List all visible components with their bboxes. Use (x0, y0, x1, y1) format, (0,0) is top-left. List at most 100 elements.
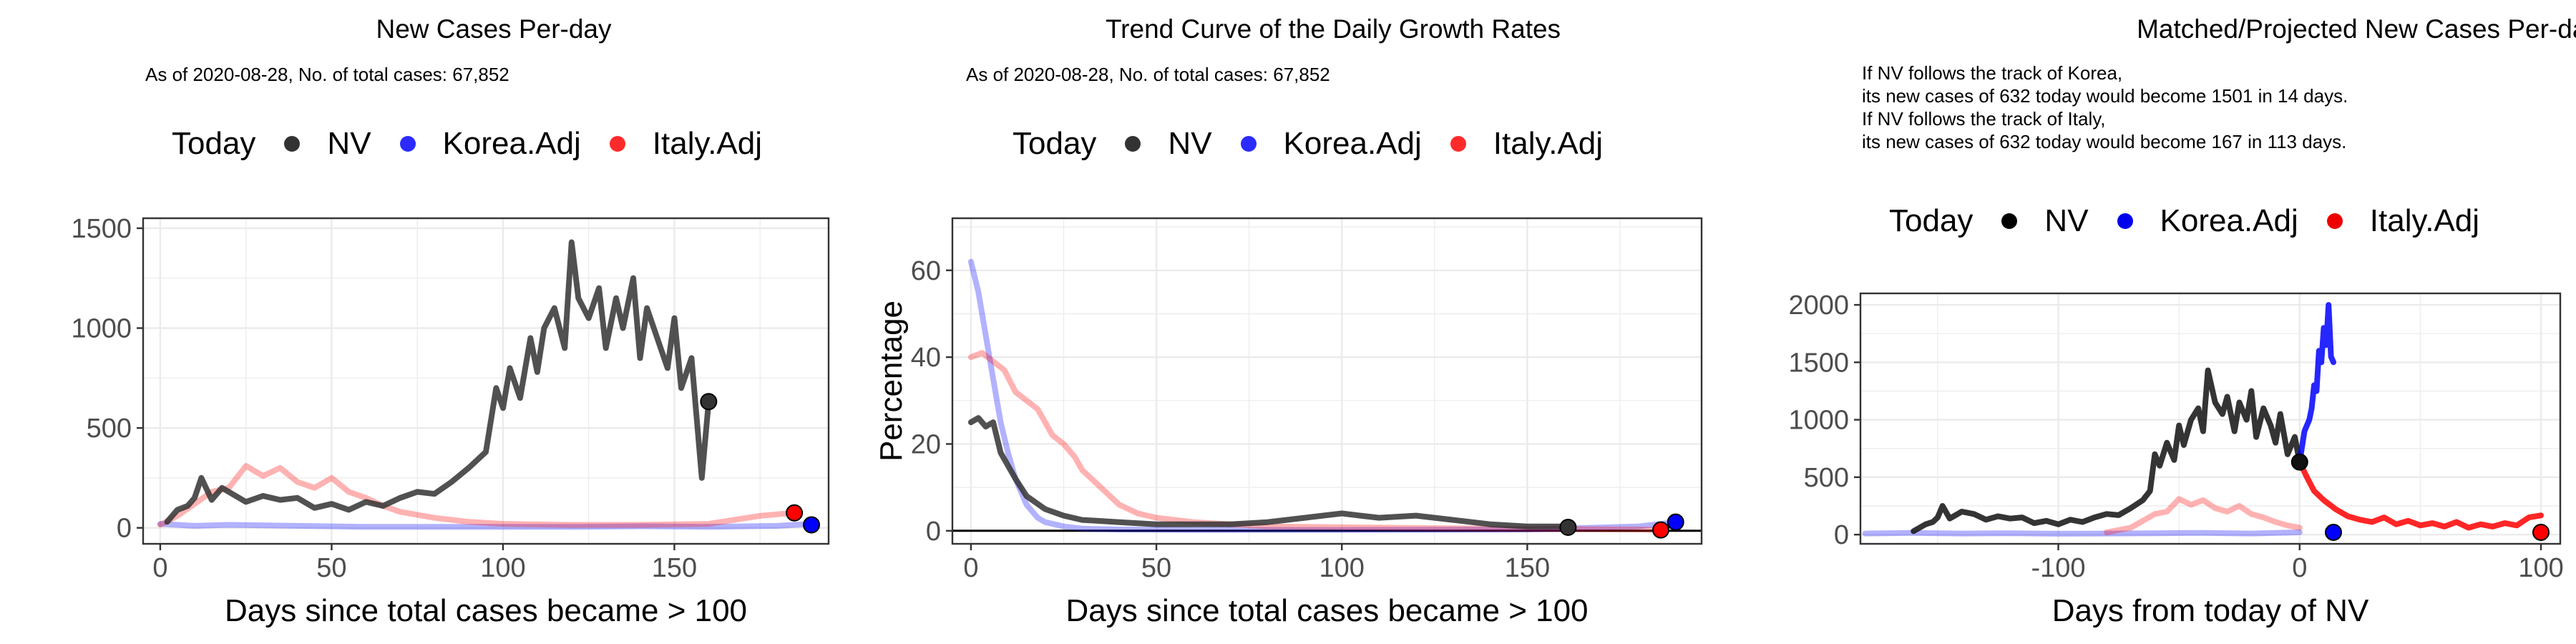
plot-border (1859, 292, 2562, 545)
legend-dot-icon (2117, 213, 2133, 229)
y-tick-label: 1500 (1788, 348, 1849, 378)
y-tick: 2000 (1788, 291, 1860, 321)
legend: Today NV Korea.Adj Italy.Adj (172, 126, 791, 162)
plot-background (1860, 293, 2560, 544)
x-tick: 50 (1141, 544, 1171, 583)
legend-item-nv: NV (2001, 203, 2089, 239)
x-tick: 0 (963, 544, 978, 583)
today-point-korea-adj (803, 516, 821, 534)
y-tick: 500 (1804, 463, 1860, 493)
legend-dot-icon (1450, 136, 1466, 152)
series-line-nv (164, 239, 712, 525)
today-point-italy-adj (2532, 523, 2550, 541)
x-tick-label: 100 (1319, 553, 1365, 583)
series-line-italy-adj (2296, 459, 2544, 531)
x-tick: 150 (652, 544, 697, 583)
chart-subtitle: As of 2020-08-28, No. of total cases: 67… (966, 64, 1330, 85)
x-axis-title: Days since total cases became > 100 (1065, 593, 1588, 628)
legend-dot-icon (609, 136, 625, 152)
chart-title: Matched/Projected New Cases Per-day (2137, 14, 2576, 44)
today-point-korea-adj (2324, 523, 2342, 541)
chart-title: Trend Curve of the Daily Growth Rates (1105, 14, 1561, 44)
legend-item-italy: Italy.Adj (609, 126, 763, 162)
today-point-nv (1559, 518, 1577, 536)
legend-item-korea: Korea.Adj (1240, 126, 1422, 162)
today-point-nv (2290, 453, 2308, 471)
legend-label: Italy.Adj (1493, 126, 1604, 161)
y-tick-label: 0 (117, 514, 132, 544)
legend-item-nv: NV (284, 126, 371, 162)
series-line-korea-adj (157, 521, 814, 530)
today-point-italy-adj (1652, 521, 1669, 539)
x-tick: 50 (316, 544, 347, 583)
plot-border (142, 217, 830, 545)
x-tick: -100 (2031, 544, 2086, 583)
x-tick-label: 100 (480, 553, 525, 583)
y-tick: 60 (911, 256, 952, 286)
y-tick: 40 (911, 343, 952, 373)
y-tick-label: 1000 (71, 314, 132, 344)
y-tick: 1000 (1788, 406, 1860, 436)
plot-background (143, 218, 829, 544)
x-tick: 100 (2518, 544, 2564, 583)
y-tick-label: 60 (911, 256, 941, 286)
chart-panel-projected: Matched/Projected New Cases Per-day If N… (1717, 0, 2576, 644)
today-point-italy-adj (786, 504, 804, 522)
x-tick: 0 (2292, 544, 2307, 583)
x-tick-label: 0 (963, 553, 978, 583)
series-line-nv (967, 415, 1568, 530)
y-tick: 500 (87, 414, 143, 444)
plot-background (952, 218, 1702, 544)
y-tick: 20 (911, 429, 952, 459)
chart-svg-1: 0 50 100 150 0 20 40 60 Days since total cases b… (874, 217, 1703, 628)
x-tick-label: 0 (152, 553, 167, 583)
plot-border (951, 217, 1703, 545)
y-tick-label: 20 (911, 429, 941, 459)
y-axis-title: Percentage (874, 301, 909, 462)
y-tick: 0 (1834, 520, 1860, 550)
today-point-nv (700, 393, 718, 411)
y-tick-label: 1500 (71, 214, 132, 244)
y-tick-label: 2000 (1788, 291, 1849, 321)
legend-label: NV (1168, 126, 1212, 161)
x-tick-label: 150 (1505, 553, 1550, 583)
y-tick-label: 0 (926, 517, 941, 547)
legend-item-nv: NV (1125, 126, 1212, 162)
series-line-italy-adj (967, 350, 1660, 533)
x-tick: 0 (152, 544, 168, 583)
legend-title: Today (1013, 126, 1097, 161)
y-tick-label: 0 (1834, 520, 1849, 550)
y-tick-label: 500 (1804, 463, 1849, 493)
y-tick-label: 500 (87, 414, 132, 444)
chart-subtitle: As of 2020-08-28, No. of total cases: 67… (145, 64, 509, 85)
y-tick-label: 40 (911, 343, 941, 373)
legend-label: NV (2044, 203, 2089, 238)
legend-label: Italy.Adj (2369, 203, 2480, 238)
x-axis-title: Days since total cases became > 100 (225, 593, 747, 628)
y-tick-label: 1000 (1788, 406, 1849, 436)
x-axis-title: Days from today of NV (2052, 593, 2369, 628)
y-tick: 0 (926, 517, 952, 547)
legend-title: Today (172, 126, 256, 161)
legend-dot-icon (284, 136, 301, 152)
legend: Today NV Korea.Adj Italy.Adj (1013, 126, 1631, 162)
legend-title: Today (1889, 203, 1974, 238)
legend: Today NV Korea.Adj Italy.Adj (1889, 203, 2508, 239)
today-point-korea-adj (1667, 513, 1684, 531)
series-line-korea-adj-matched (1862, 529, 2303, 537)
series-line-korea-adj (2296, 302, 2336, 465)
x-tick: 150 (1505, 544, 1550, 583)
legend-dot-icon (1125, 136, 1141, 152)
y-tick: 0 (117, 514, 143, 544)
legend-dot-icon (2001, 213, 2018, 229)
x-tick-label: 150 (652, 553, 697, 583)
chart-title: New Cases Per-day (376, 14, 612, 44)
chart-panel-growth-rates: Trend Curve of the Daily Growth Rates As… (859, 0, 1717, 644)
legend-label: Italy.Adj (652, 126, 763, 161)
legend-item-korea: Korea.Adj (399, 126, 581, 162)
legend-dot-icon (399, 136, 416, 152)
y-tick: 1500 (1788, 348, 1860, 378)
series-line-nv (1911, 367, 2303, 535)
